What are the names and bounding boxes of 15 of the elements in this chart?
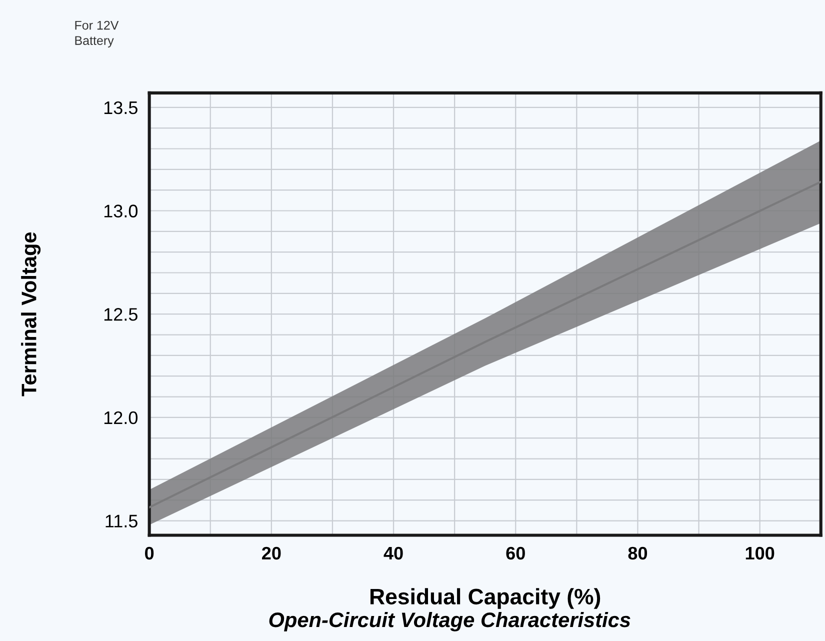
x-tick-label: 80 bbox=[628, 546, 648, 560]
y-tick-label: 13.0 bbox=[104, 204, 138, 218]
text: Open-Circuit Voltage Characteristics bbox=[269, 612, 630, 632]
x-axis-title: Residual Capacity (%) bbox=[370, 588, 600, 609]
x-tick-label: 40 bbox=[384, 546, 403, 560]
y-tick-label: 13.5 bbox=[104, 101, 138, 114]
y-tick-label: 12.0 bbox=[104, 411, 138, 424]
y-axis-title: Terminal Voltage bbox=[21, 232, 41, 396]
y-tick-label: 12.5 bbox=[104, 308, 138, 321]
x-tick-label: 100 bbox=[746, 546, 774, 560]
x-tick-label: 20 bbox=[262, 546, 281, 560]
x-tick-label: 60 bbox=[506, 546, 525, 560]
x-tick-label: 0 bbox=[145, 546, 154, 560]
y-tick-label: 11.5 bbox=[106, 514, 138, 528]
text: For 12V Battery bbox=[75, 20, 119, 48]
